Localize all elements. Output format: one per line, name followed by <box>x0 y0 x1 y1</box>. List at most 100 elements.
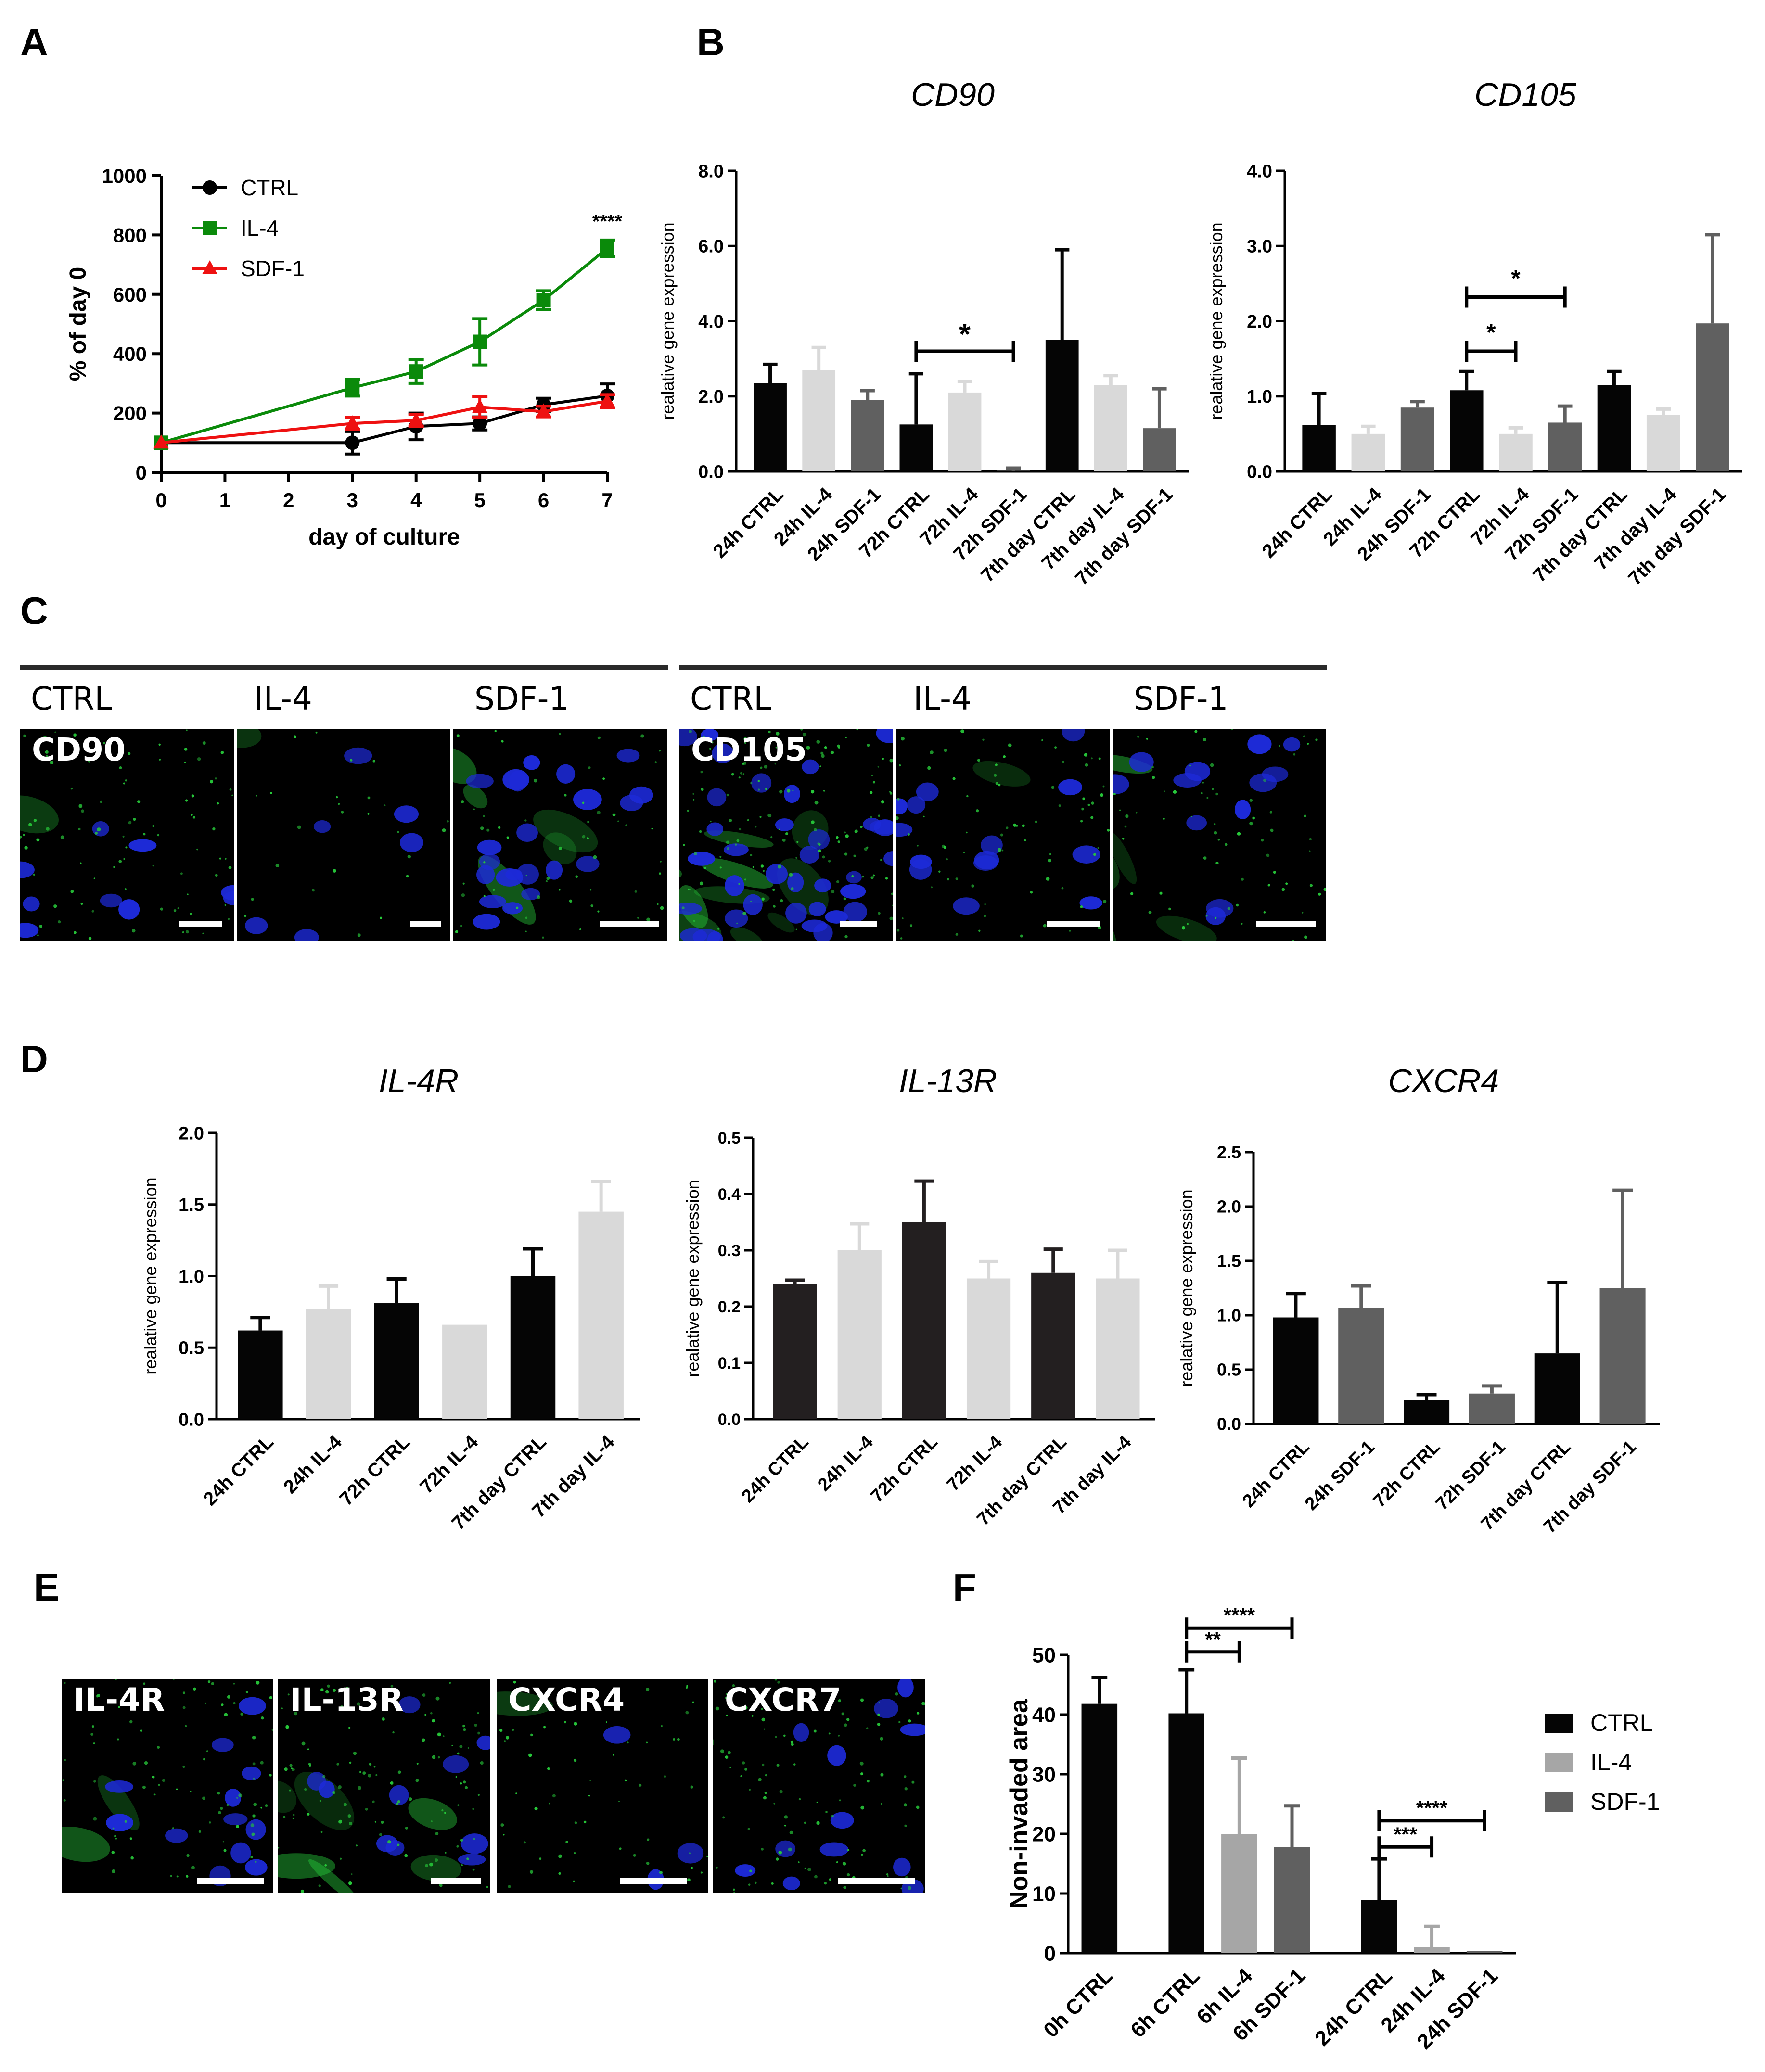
scale-bar <box>1047 921 1100 927</box>
fluor-speck <box>333 1689 336 1692</box>
fluor-speck <box>776 1857 779 1861</box>
fluor-speck <box>1030 891 1033 894</box>
fluor-speck <box>269 1696 272 1700</box>
fluor-speck <box>406 875 409 878</box>
fluor-speck <box>563 1721 567 1724</box>
scale-bar <box>620 1878 687 1884</box>
fluor-speck <box>788 1847 792 1852</box>
fluor-speck <box>140 1729 142 1732</box>
fluor-speck <box>878 1702 880 1703</box>
fluor-speck <box>211 1682 214 1685</box>
y-tick-label: 600 <box>113 283 147 306</box>
micrograph-texture <box>453 730 664 939</box>
fluor-speck <box>978 929 981 932</box>
fluor-speck <box>1227 907 1230 910</box>
fluor-speck <box>1119 809 1121 811</box>
fluor-speck <box>877 1723 881 1726</box>
fluor-speck <box>725 1697 727 1699</box>
fluor-speck <box>80 862 82 864</box>
fluor-speck <box>866 846 869 849</box>
fluor-speck <box>688 888 690 890</box>
fluor-speck <box>549 1802 550 1805</box>
fluor-speck <box>1125 814 1129 818</box>
scale-bar <box>600 921 659 927</box>
fluor-speck <box>260 1806 263 1809</box>
nucleus <box>230 1842 251 1864</box>
fluor-speck <box>133 818 136 821</box>
legend-swatch <box>1545 1792 1573 1812</box>
fluor-speck <box>763 1728 766 1730</box>
y-tick-label: 800 <box>113 224 147 246</box>
nucleus <box>893 1857 911 1877</box>
fluor-speck <box>45 750 49 754</box>
fluor-speck <box>252 1762 256 1766</box>
fluor-speck <box>880 1773 884 1777</box>
fluor-speck <box>806 746 810 750</box>
nucleus <box>1058 779 1082 796</box>
fluor-speck <box>128 752 131 755</box>
chart-title: CXCR4 <box>1388 1063 1499 1099</box>
fluor-speck <box>142 832 146 836</box>
fluor-speck <box>215 777 217 780</box>
fluor-speck <box>767 814 772 818</box>
micrograph-texture <box>896 729 1110 940</box>
fluor-speck <box>796 841 799 843</box>
fluor-speck <box>91 910 94 913</box>
fluor-speck <box>70 788 73 790</box>
nucleus <box>712 743 734 763</box>
fluor-speck <box>831 890 835 893</box>
fluor-speck <box>407 855 411 859</box>
fluor-speck <box>1102 785 1105 788</box>
fluor-speck <box>877 766 880 768</box>
micrograph-cd105-sdf1 <box>1113 729 1326 941</box>
category-label: 24h SDF-1 <box>1301 1437 1379 1514</box>
fluor-speck <box>113 866 115 868</box>
fluor-speck <box>780 899 783 903</box>
nucleus <box>706 822 724 836</box>
fluor-speck <box>508 1885 511 1888</box>
nucleus <box>814 878 831 893</box>
nucleus <box>799 846 819 864</box>
fluor-speck <box>800 729 803 731</box>
fluor-speck <box>904 1824 907 1827</box>
fluor-speck <box>710 820 712 823</box>
fluor-speck <box>1084 753 1088 757</box>
fluor-speck <box>768 730 771 734</box>
y-tick-label: 0.4 <box>718 1185 741 1204</box>
panel-letter-c: C <box>20 589 48 632</box>
fluor-speck <box>619 1847 622 1850</box>
data-point <box>536 403 551 418</box>
fluor-speck <box>860 1772 864 1776</box>
fluor-speck <box>1163 818 1165 820</box>
fluor-speck <box>224 904 226 906</box>
fluor-speck <box>573 1880 575 1882</box>
cell-body <box>972 761 1031 787</box>
fluor-speck <box>50 761 54 765</box>
fluor-speck <box>908 1719 911 1723</box>
micrograph-stain-label: IL-13R <box>290 1681 404 1718</box>
fluor-speck <box>744 878 746 881</box>
category-label: 72h IL-4 <box>416 1431 483 1498</box>
fluor-speck <box>432 1755 436 1759</box>
fluor-speck <box>1303 735 1305 737</box>
fluor-speck <box>304 1788 307 1791</box>
fluor-speck <box>960 729 964 734</box>
nucleus <box>523 755 540 770</box>
fluor-speck <box>845 834 849 838</box>
fluor-speck <box>971 884 974 888</box>
fluor-speck <box>817 842 820 845</box>
legend-label: SDF-1 <box>1590 1788 1660 1815</box>
category-label: 6h CTRL <box>1126 1964 1204 2042</box>
fluor-speck <box>39 925 42 928</box>
fluor-speck <box>1164 790 1165 792</box>
fluor-speck <box>294 1712 297 1716</box>
cell-body <box>278 1853 335 1879</box>
fluor-speck <box>202 1796 206 1800</box>
fluor-speck <box>683 844 685 846</box>
category-label: 72h IL-4 <box>943 1432 1006 1495</box>
bar <box>1221 1834 1257 1953</box>
y-tick-label: 1.5 <box>179 1195 204 1215</box>
fluor-speck <box>477 1731 481 1735</box>
bar <box>578 1211 624 1419</box>
fluor-speck <box>90 1733 94 1736</box>
